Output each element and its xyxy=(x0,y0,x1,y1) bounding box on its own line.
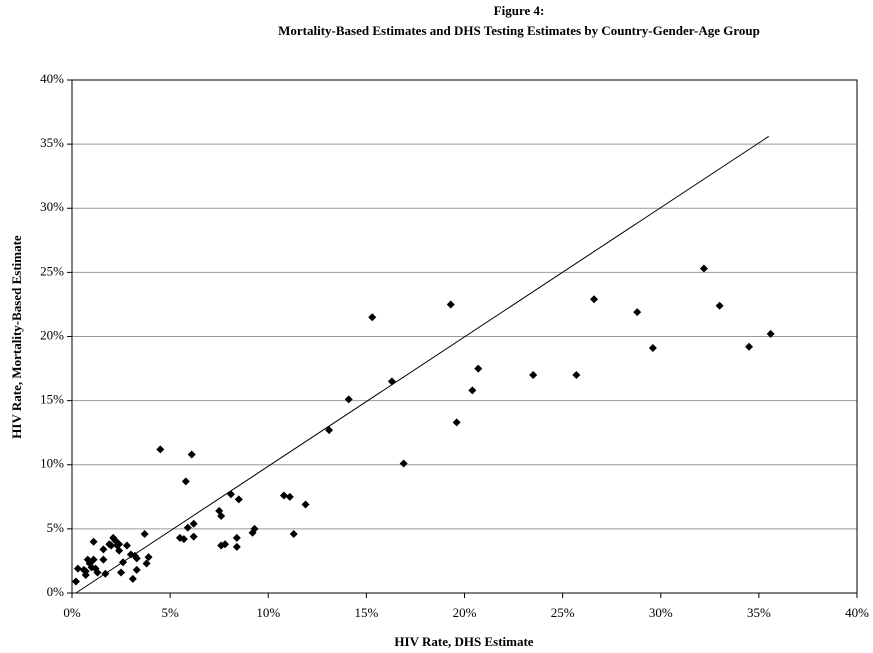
point xyxy=(107,541,116,550)
point xyxy=(633,308,642,317)
x-tick-label: 10% xyxy=(256,605,280,620)
y-tick-label: 0% xyxy=(47,584,65,599)
y-tick-label: 10% xyxy=(40,456,64,471)
point xyxy=(289,530,298,539)
y-tick-label: 20% xyxy=(40,327,64,342)
point xyxy=(99,545,108,554)
point xyxy=(217,512,226,521)
point xyxy=(279,491,288,500)
point xyxy=(73,564,82,573)
x-tick-label: 30% xyxy=(649,605,673,620)
point xyxy=(446,300,455,309)
point xyxy=(142,559,151,568)
x-tick-label: 20% xyxy=(453,605,477,620)
point xyxy=(187,450,196,459)
point xyxy=(301,500,310,509)
x-tick-label: 40% xyxy=(845,605,869,620)
y-tick-label: 15% xyxy=(40,392,64,407)
point xyxy=(399,459,408,468)
point xyxy=(132,554,141,563)
x-axis-label: HIV Rate, DHS Estimate xyxy=(394,634,533,649)
point xyxy=(122,541,131,550)
point xyxy=(189,532,198,541)
point xyxy=(325,426,334,435)
point xyxy=(89,537,98,546)
point xyxy=(140,530,149,539)
point xyxy=(368,313,377,322)
point xyxy=(745,342,754,351)
point xyxy=(285,492,294,501)
point xyxy=(344,395,353,404)
point xyxy=(99,555,108,564)
point xyxy=(71,577,80,586)
y-tick-label: 5% xyxy=(47,520,65,535)
point xyxy=(250,524,259,533)
point xyxy=(529,370,538,379)
point xyxy=(179,535,188,544)
point xyxy=(232,542,241,551)
point xyxy=(468,386,477,395)
y-axis-label: HIV Rate, Mortality-Based Estimate xyxy=(9,235,24,439)
y-tick-label: 30% xyxy=(40,199,64,214)
chart-subtitle: Mortality-Based Estimates and DHS Testin… xyxy=(278,23,760,38)
y-tick-label: 25% xyxy=(40,263,64,278)
point xyxy=(119,558,128,567)
point xyxy=(699,264,708,273)
x-tick-label: 0% xyxy=(63,605,81,620)
point xyxy=(93,568,102,577)
point xyxy=(189,519,198,528)
point xyxy=(221,540,230,549)
point xyxy=(226,490,235,499)
reference-line xyxy=(75,136,769,594)
y-tick-label: 40% xyxy=(40,71,64,86)
point xyxy=(132,565,141,574)
point xyxy=(572,370,581,379)
point xyxy=(474,364,483,373)
x-tick-label: 15% xyxy=(354,605,378,620)
x-tick-label: 25% xyxy=(551,605,575,620)
point xyxy=(89,555,98,564)
point xyxy=(766,329,775,338)
point xyxy=(144,553,153,562)
point xyxy=(81,567,90,576)
point xyxy=(183,523,192,532)
point xyxy=(128,574,137,583)
point xyxy=(452,418,461,427)
point xyxy=(648,344,657,353)
y-tick-label: 35% xyxy=(40,135,64,150)
point xyxy=(232,533,241,542)
point xyxy=(115,540,124,549)
point xyxy=(181,477,190,486)
point xyxy=(715,301,724,310)
x-tick-label: 5% xyxy=(161,605,179,620)
point xyxy=(115,546,124,555)
point xyxy=(117,568,126,577)
point xyxy=(590,295,599,304)
plot-border xyxy=(71,79,858,594)
point xyxy=(101,569,110,578)
point xyxy=(387,377,396,386)
x-tick-label: 35% xyxy=(747,605,771,620)
point xyxy=(156,445,165,454)
chart-title: Figure 4: xyxy=(494,3,545,18)
point xyxy=(234,495,243,504)
